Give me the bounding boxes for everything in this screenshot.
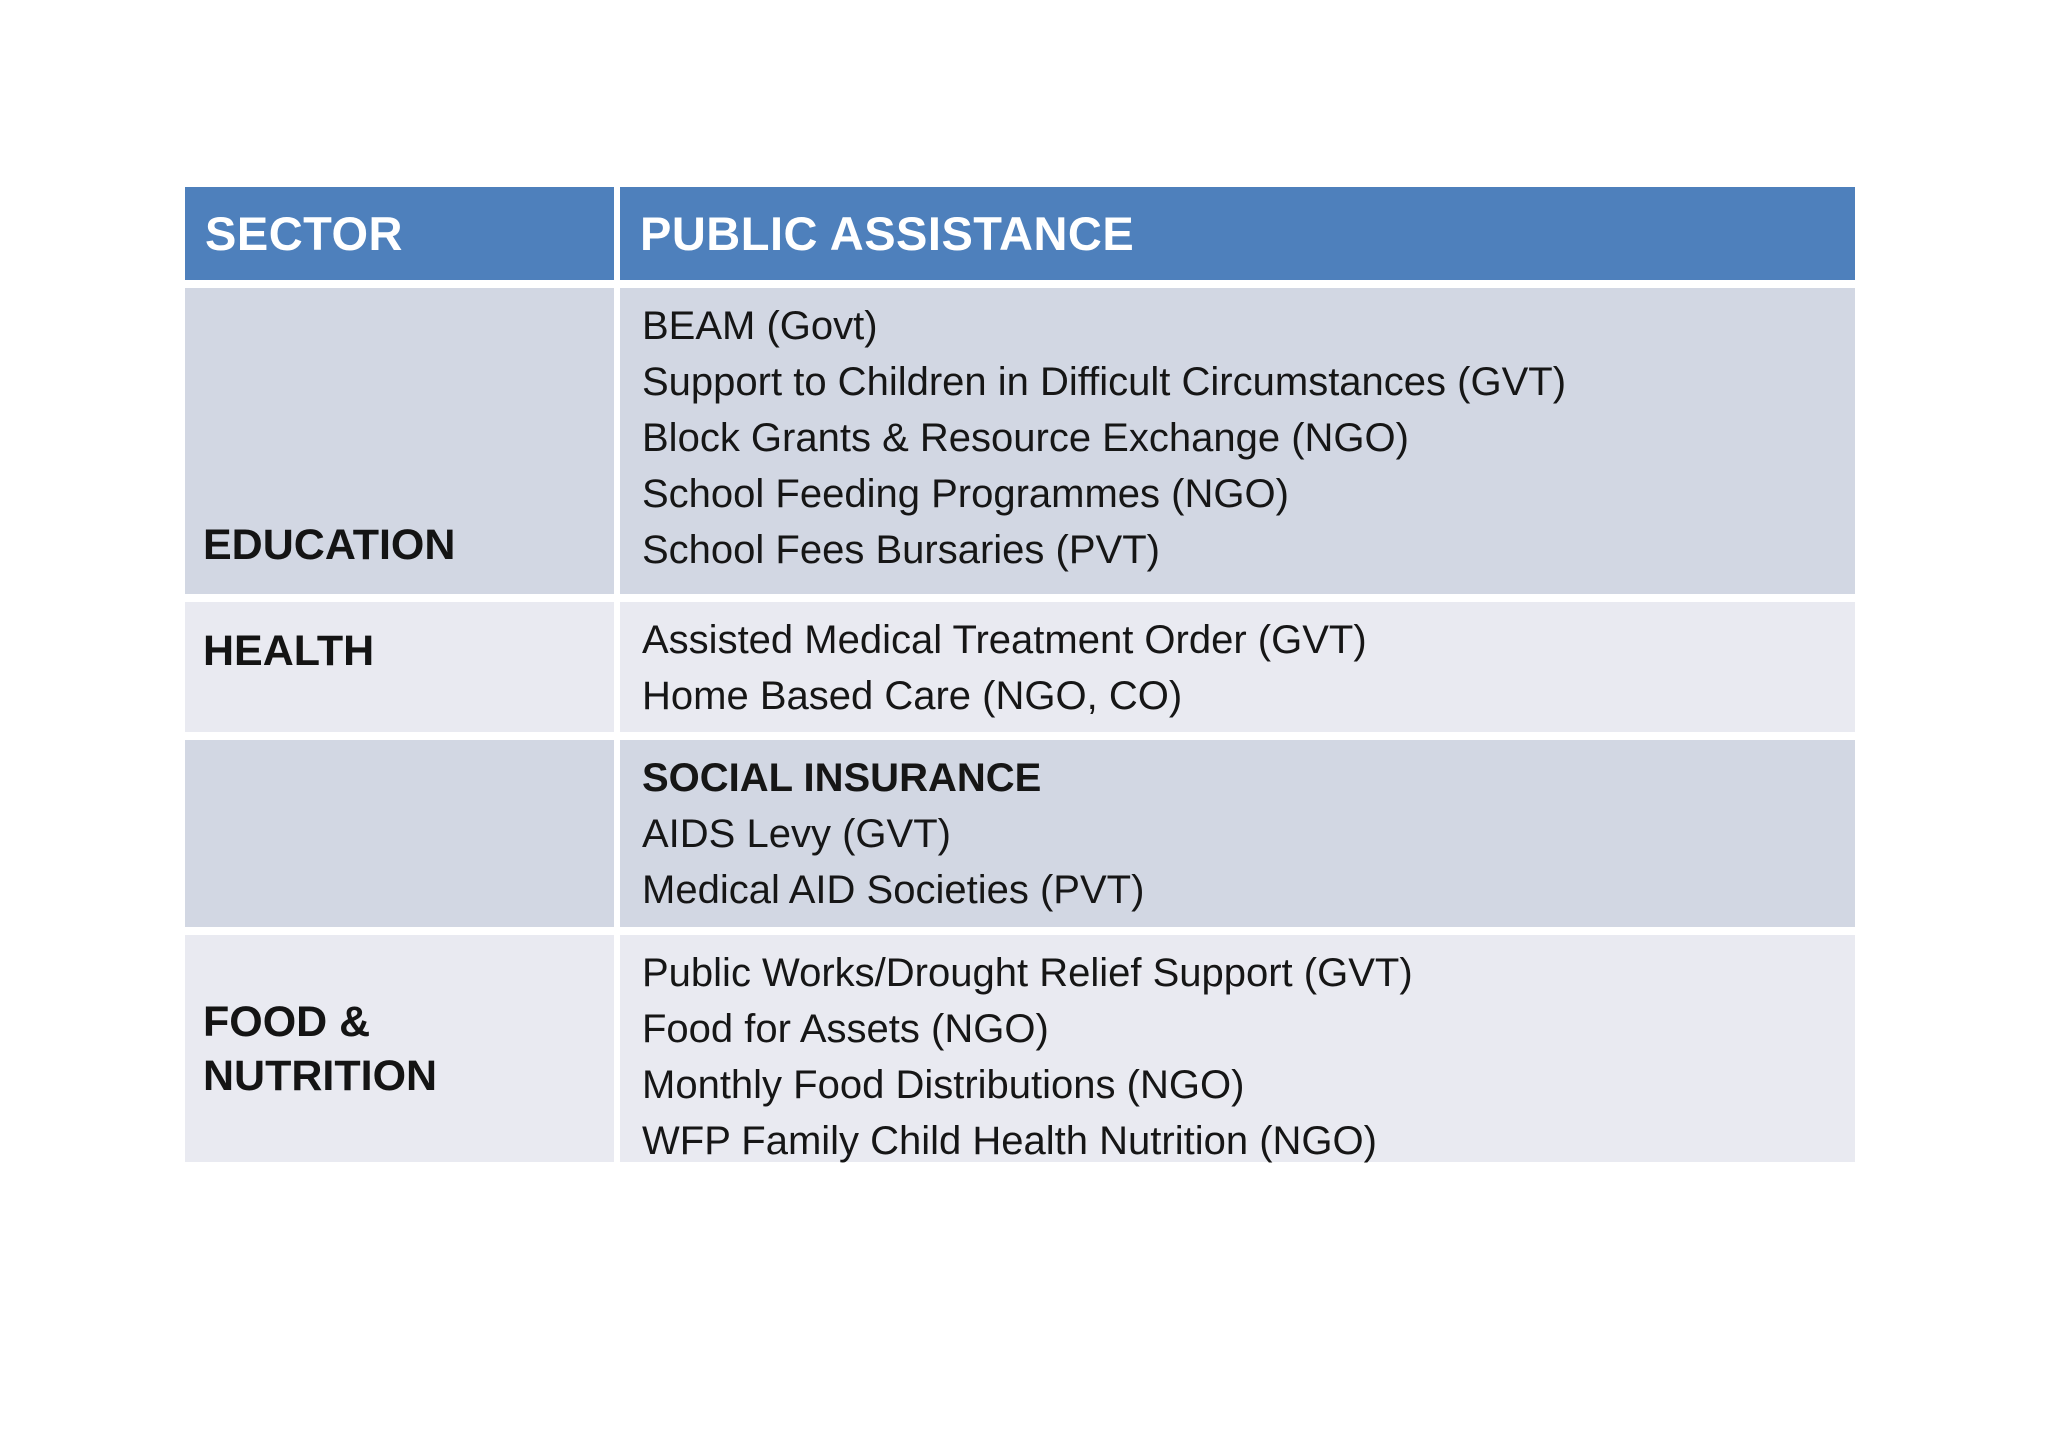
column-header-sector: SECTOR bbox=[185, 187, 614, 280]
sector-cell-education: EDUCATION bbox=[185, 288, 614, 594]
program-line-social-insurance-heading: SOCIAL INSURANCE bbox=[642, 756, 1042, 800]
program-line: Food for Assets (NGO) bbox=[642, 1007, 1049, 1051]
program-line: Monthly Food Distributions (NGO) bbox=[642, 1063, 1245, 1107]
sector-cell-empty bbox=[185, 740, 614, 927]
program-line: Home Based Care (NGO, CO) bbox=[642, 674, 1183, 718]
program-line: AIDS Levy (GVT) bbox=[642, 812, 951, 856]
program-line: BEAM (Govt) bbox=[642, 304, 878, 348]
sector-label: HEALTH bbox=[203, 627, 375, 675]
sector-cell-health: HEALTH bbox=[185, 602, 614, 732]
program-line: WFP Family Child Health Nutrition (NGO) bbox=[642, 1119, 1377, 1163]
program-line: Public Works/Drought Relief Support (GVT… bbox=[642, 951, 1413, 995]
programs-cell-health: Assisted Medical Treatment Order (GVT) H… bbox=[620, 602, 1855, 732]
program-line: Medical AID Societies (PVT) bbox=[642, 868, 1145, 912]
column-header-public-assistance: PUBLIC ASSISTANCE bbox=[620, 187, 1855, 280]
program-line: School Fees Bursaries (PVT) bbox=[642, 528, 1160, 572]
programs-cell-food-nutrition: Public Works/Drought Relief Support (GVT… bbox=[620, 935, 1855, 1163]
programs-cell-social-insurance: SOCIAL INSURANCE AIDS Levy (GVT) Medical… bbox=[620, 740, 1855, 927]
program-line: Support to Children in Difficult Circums… bbox=[642, 360, 1567, 404]
program-line: Assisted Medical Treatment Order (GVT) bbox=[642, 618, 1367, 662]
program-line: Block Grants & Resource Exchange (NGO) bbox=[642, 416, 1409, 460]
public-assistance-table: SECTOR PUBLIC ASSISTANCE EDUCATION BEAM … bbox=[185, 187, 1855, 1163]
sector-label: EDUCATION bbox=[203, 521, 456, 569]
programs-cell-education: BEAM (Govt) Support to Children in Diffi… bbox=[620, 288, 1855, 594]
sector-cell-food-nutrition: FOOD & NUTRITION bbox=[185, 935, 614, 1162]
sector-label: FOOD & NUTRITION bbox=[203, 997, 438, 1100]
program-line: School Feeding Programmes (NGO) bbox=[642, 472, 1289, 516]
